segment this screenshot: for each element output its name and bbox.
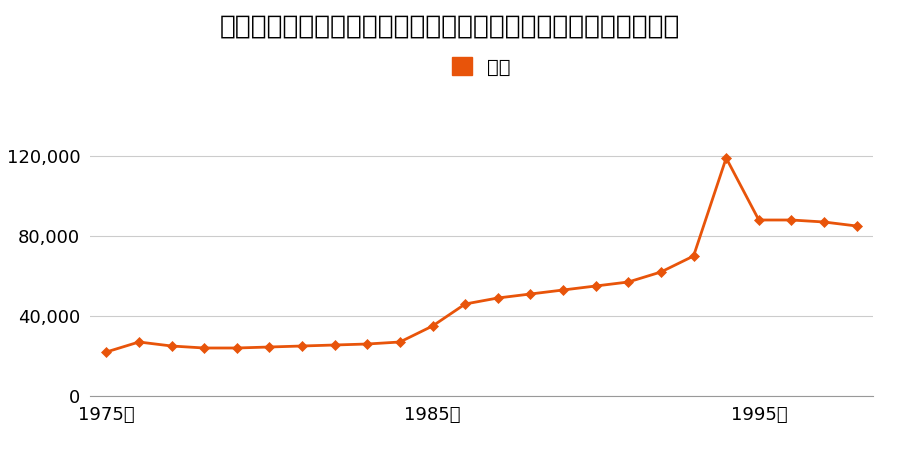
- Legend: 価格: 価格: [445, 50, 518, 84]
- Text: 大阪府南河内郡太子町大字山田２９２２番１ほか１筆の地価推移: 大阪府南河内郡太子町大字山田２９２２番１ほか１筆の地価推移: [220, 14, 680, 40]
